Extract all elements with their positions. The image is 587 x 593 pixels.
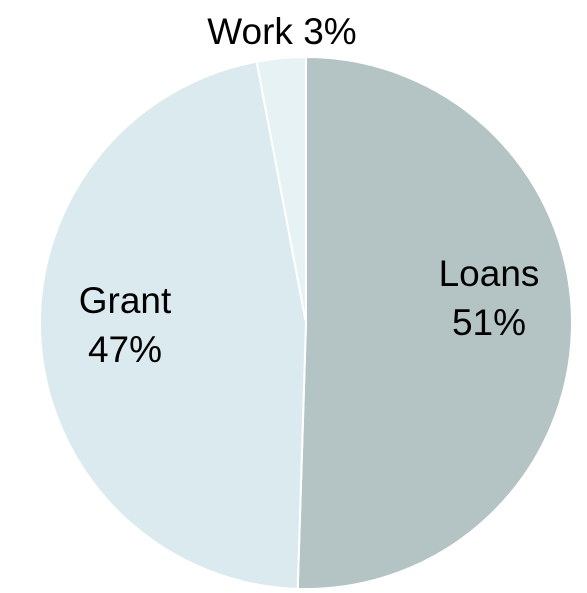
pie-slice-loans — [296, 55, 573, 590]
slice-percent-work: 3% — [303, 11, 356, 52]
slice-label-grant-name: Grant — [79, 280, 172, 321]
slice-label-loans-percent: 51% — [452, 302, 526, 343]
slice-label-loans-name: Loans — [439, 253, 540, 294]
pie-slice-work — [255, 55, 307, 324]
pie-slices — [39, 55, 573, 590]
slice-name-work: Work — [207, 11, 293, 52]
slice-label-grant-percent: 47% — [88, 329, 162, 370]
pie-slice-grant — [39, 60, 308, 590]
slice-label-work: Work 3% — [207, 11, 356, 52]
